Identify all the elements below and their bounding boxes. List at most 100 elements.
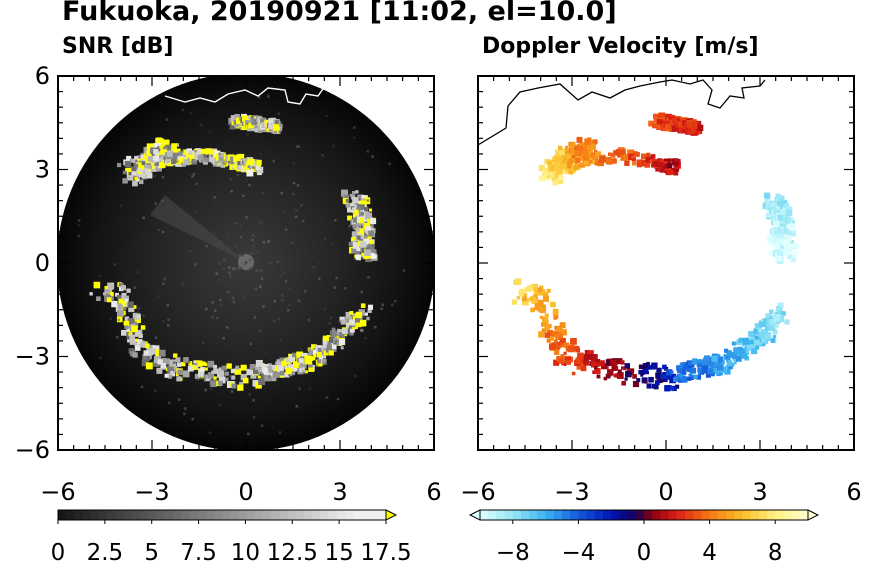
doppler-echo-cell (570, 338, 577, 345)
snr-clutter-cell (294, 215, 298, 219)
snr-echo-cell (124, 160, 132, 168)
doppler-echo-cell (607, 369, 614, 376)
snr-clutter-cell (315, 364, 319, 367)
doppler-echo-cell (533, 288, 541, 296)
snr-echo-cell (140, 325, 146, 330)
doppler-echo-cell (687, 376, 692, 381)
snr-echo-cell (356, 227, 361, 232)
doppler-echo-cell (574, 164, 578, 168)
snr-echo-cell (234, 368, 242, 375)
doppler-echo-cell (678, 127, 685, 134)
snr-clutter-cell (244, 261, 248, 264)
doppler-colorbar-segment (750, 510, 760, 520)
doppler-echo-cell (688, 125, 694, 130)
snr-echo-cell (368, 208, 373, 212)
snr-echo-cell (211, 370, 215, 374)
doppler-echo-cell (580, 365, 587, 372)
doppler-echo-cell (754, 335, 762, 343)
snr-clutter-cell (237, 266, 241, 270)
snr-echo-cell (140, 154, 147, 161)
doppler-echo-cell (703, 365, 707, 369)
doppler-echo-cell (656, 123, 663, 130)
doppler-echo-cell (589, 160, 593, 164)
doppler-echo-cell (665, 373, 672, 380)
snr-clutter-cell (227, 290, 230, 294)
snr-echo-cell (221, 365, 227, 371)
snr-echo-cell (131, 325, 138, 333)
snr-clutter-cell (331, 242, 334, 246)
doppler-echo-cell (730, 362, 735, 367)
doppler-echo-cell (733, 361, 737, 365)
doppler-echo-cell (647, 365, 653, 370)
doppler-echo-cell (738, 337, 744, 343)
snr-echo-cell (274, 119, 280, 125)
doppler-echo-cell (561, 361, 565, 366)
doppler-echo-cell (682, 129, 687, 134)
doppler-echo-cell (546, 338, 551, 343)
snr-clutter-cell (230, 390, 234, 393)
snr-clutter-cell (360, 212, 364, 215)
snr-clutter-cell (284, 279, 288, 283)
snr-clutter-cell (268, 262, 272, 265)
doppler-echo-cell (644, 162, 650, 168)
doppler-echo-cell (755, 345, 760, 350)
snr-echo-cell (159, 144, 164, 149)
doppler-echo-cell (557, 331, 563, 336)
doppler-echo-cell (782, 228, 789, 235)
snr-clutter-cell (204, 388, 208, 392)
snr-echo-cell (367, 304, 374, 310)
doppler-echo-cell (555, 167, 563, 175)
snr-echo-cell (146, 150, 153, 157)
doppler-echo-cell (737, 346, 743, 353)
doppler-colorbar-segment (611, 510, 620, 520)
snr-echo-cell (138, 172, 144, 178)
doppler-colorbar-segment (504, 510, 514, 520)
doppler-colorbar-segment (717, 510, 727, 520)
snr-clutter-cell (252, 244, 255, 248)
snr-echo-cell (161, 156, 165, 160)
snr-echo-cell (96, 296, 101, 302)
snr-echo-cell (370, 252, 377, 259)
snr-clutter-cell (226, 326, 229, 329)
doppler-echo-cell (657, 161, 664, 168)
snr-clutter-cell (267, 95, 270, 98)
snr-clutter-cell (154, 336, 158, 339)
doppler-echo-cell (544, 325, 550, 331)
snr-echo-cell (218, 156, 223, 161)
snr-colorbar-segment (271, 510, 280, 520)
doppler-echo-cell (769, 319, 775, 325)
snr-echo-cell (201, 154, 207, 160)
snr-clutter-cell (250, 252, 254, 255)
snr-echo-cell (123, 295, 129, 301)
snr-clutter-cell (360, 256, 364, 260)
doppler-echo-cell (573, 168, 577, 172)
snr-echo-cell (345, 199, 350, 203)
snr-clutter-cell (268, 375, 271, 379)
snr-colorbar-tick-label: 0 (51, 540, 66, 566)
snr-echo-cell (93, 281, 101, 289)
snr-echo-cell (344, 328, 352, 335)
doppler-echo-cell (643, 380, 647, 384)
snr-clutter-cell (165, 118, 169, 121)
doppler-echo-cell (592, 139, 598, 145)
snr-echo-cell (122, 178, 128, 184)
doppler-echo-cell (577, 152, 582, 156)
doppler-echo-cell (697, 125, 704, 132)
doppler-echo-cell (741, 348, 747, 354)
doppler-echo-cell (577, 145, 583, 151)
snr-colorbar-segment (230, 510, 239, 520)
snr-x-tick-label: −3 (134, 478, 169, 506)
snr-clutter-cell (136, 271, 140, 274)
snr-echo-cell (265, 366, 273, 373)
doppler-echo-cell (650, 154, 656, 159)
snr-echo-cell (173, 365, 178, 370)
doppler-echo-cell (732, 357, 737, 362)
snr-echo-cell (291, 371, 295, 376)
snr-echo-cell (156, 367, 163, 374)
snr-echo-cell (124, 325, 129, 330)
snr-clutter-cell (176, 160, 179, 163)
snr-echo-cell (104, 285, 108, 290)
snr-echo-cell (347, 215, 353, 221)
snr-clutter-cell (181, 281, 185, 285)
snr-echo-cell (360, 241, 367, 248)
